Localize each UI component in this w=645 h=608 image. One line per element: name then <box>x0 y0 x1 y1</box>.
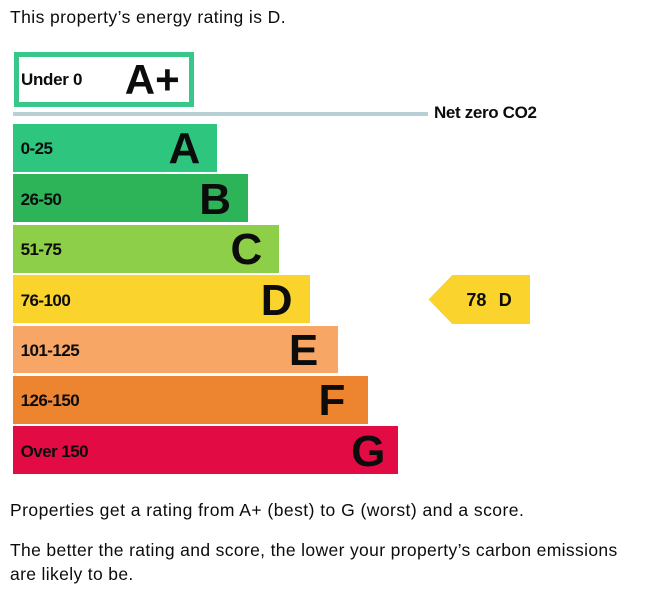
svg-text:78: 78 <box>466 290 486 310</box>
svg-text:D: D <box>499 290 512 310</box>
